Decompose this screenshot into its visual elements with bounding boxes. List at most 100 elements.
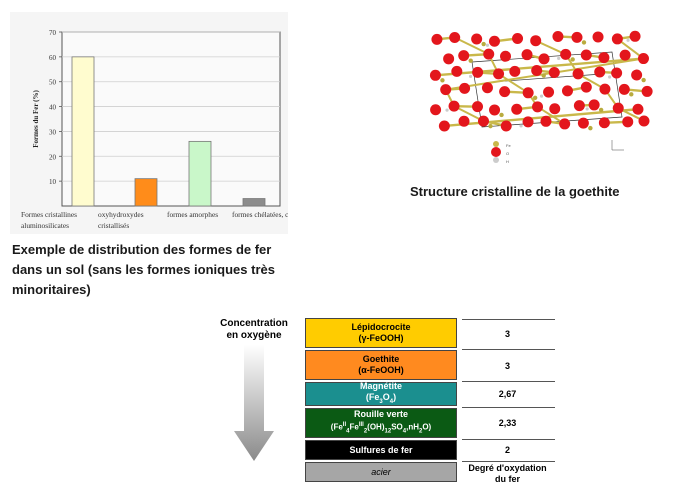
oxygen-atom bbox=[612, 102, 624, 114]
hydrogen-atom bbox=[519, 124, 523, 128]
bar bbox=[188, 140, 212, 207]
iron-atom bbox=[440, 78, 445, 83]
x-tick-label: aluminosilicates bbox=[21, 221, 69, 230]
oxygen-atom bbox=[598, 52, 610, 64]
degree-magnetite: 2,67 bbox=[498, 389, 517, 399]
iron-atom bbox=[499, 112, 504, 118]
row-sulfures-de-fer: Sulfures de fer bbox=[305, 440, 457, 460]
x-tick-label: formes chélatées, complexes orga. bbox=[232, 210, 288, 219]
oxygen-atom bbox=[559, 118, 571, 130]
oxygen-atom bbox=[552, 30, 564, 42]
row-lepidocrocite-formula: (γ-FeOOH) bbox=[358, 333, 404, 343]
row-rouille-verte-formula: (FeII4FeIII2(OH)12SO4,nH2O) bbox=[330, 421, 432, 435]
iron-atom bbox=[488, 123, 493, 129]
bond bbox=[453, 105, 484, 123]
oxygen-atom bbox=[472, 66, 484, 78]
oxygen-atom bbox=[443, 53, 455, 65]
oxygen-atom bbox=[611, 33, 623, 45]
oxygen-atom bbox=[488, 35, 500, 47]
oxygen-atom bbox=[577, 117, 589, 129]
legend-atom bbox=[491, 147, 501, 157]
oxygen-atom bbox=[472, 101, 484, 113]
oxygen-atom bbox=[641, 85, 653, 97]
degree-separator bbox=[462, 349, 555, 350]
hydrogen-atom bbox=[539, 94, 544, 98]
oxygen-atom bbox=[638, 115, 650, 127]
bar-chart-panel: 10 20 30 40 50 60 70 Formes du Fer (%) Formes cr… bbox=[10, 12, 288, 234]
oxygen-atom bbox=[493, 68, 505, 80]
degree-separator bbox=[462, 319, 555, 320]
row-acier-name: acier bbox=[371, 466, 391, 477]
oxygen-atom bbox=[543, 86, 555, 98]
row-lepidocrocite: Lépidocrocite (γ-FeOOH) bbox=[305, 318, 457, 348]
y-tick-label: 20 bbox=[49, 153, 57, 161]
oxygen-atom bbox=[619, 49, 631, 61]
row-goethite-formula: (α-FeOOH) bbox=[358, 365, 404, 375]
oxygen-atom bbox=[438, 120, 450, 132]
oxygen-atom bbox=[631, 69, 643, 81]
crystal-caption: Structure cristalline de la goethite bbox=[410, 184, 620, 199]
hydrogen-atom bbox=[626, 38, 630, 42]
oxygen-atom bbox=[572, 68, 584, 80]
oxygen-atom bbox=[632, 103, 644, 115]
degree-rouille-verte: 2,33 bbox=[498, 418, 517, 428]
oxygen-atom bbox=[509, 65, 521, 77]
iron-atom bbox=[541, 73, 546, 78]
iron-atom bbox=[629, 92, 634, 97]
oxygen-atom bbox=[580, 81, 592, 93]
iron-atom bbox=[581, 40, 587, 45]
iron-atom bbox=[588, 125, 593, 131]
row-sulfures-name: Sulfures de fer bbox=[349, 444, 413, 455]
oxygen-atom bbox=[530, 35, 542, 47]
degree-header-line-1: Degré d'oxydation bbox=[468, 463, 547, 473]
legend-label: Fe bbox=[506, 143, 511, 148]
y-tick-label: 50 bbox=[49, 79, 57, 87]
oxygen-atom bbox=[448, 100, 460, 112]
row-rouille-verte: Rouille verte (FeII4FeIII2(OH)12SO4,nH2O… bbox=[305, 408, 457, 438]
y-tick-label: 60 bbox=[49, 54, 57, 62]
legend-atom bbox=[493, 157, 499, 163]
oxygen-atom bbox=[512, 32, 524, 44]
oxygen-atom bbox=[622, 116, 634, 128]
y-tick-label: 70 bbox=[49, 29, 57, 37]
oxygen-label: Concentration en oxygène bbox=[212, 318, 296, 342]
degree-goethite: 3 bbox=[504, 361, 510, 371]
oxygen-atom bbox=[431, 33, 443, 45]
oxygen-atom bbox=[440, 84, 452, 96]
degree-separator bbox=[462, 407, 555, 408]
oxygen-atom bbox=[500, 50, 512, 62]
oxygen-atom bbox=[430, 104, 442, 116]
x-tick-label: oxyhydroxydes bbox=[98, 210, 144, 219]
hydrogen-atom bbox=[469, 74, 473, 79]
degree-header: Degré d'oxydation du fer bbox=[460, 463, 555, 485]
degree-separator bbox=[462, 461, 555, 462]
oxygen-atom bbox=[489, 104, 501, 116]
oxygen-atom bbox=[458, 50, 470, 62]
oxygen-atom bbox=[531, 65, 543, 77]
bar bbox=[71, 56, 95, 207]
oxygen-atom bbox=[477, 115, 489, 127]
hydrogen-atom bbox=[557, 56, 561, 60]
oxygen-atom bbox=[560, 48, 572, 60]
iron-atom bbox=[598, 107, 604, 113]
degree-lepidocrocite: 3 bbox=[504, 329, 510, 339]
y-tick-label: 40 bbox=[49, 104, 57, 112]
oxygen-atom bbox=[573, 100, 585, 112]
oxygen-atom bbox=[549, 103, 561, 115]
oxygen-atom bbox=[540, 115, 552, 127]
oxygen-atom bbox=[500, 120, 512, 132]
x-tick-label: cristallisés bbox=[98, 221, 129, 230]
iron-atom bbox=[641, 77, 646, 83]
oxygen-atom bbox=[594, 66, 606, 78]
oxygen-atom bbox=[532, 101, 544, 113]
oxygen-atom bbox=[451, 65, 463, 77]
oxygen-atom bbox=[429, 69, 441, 81]
oxygen-atom bbox=[598, 117, 610, 129]
degree-separator bbox=[462, 439, 555, 440]
oxygen-atom bbox=[571, 31, 583, 43]
row-rouille-verte-name: Rouille verte bbox=[353, 408, 409, 419]
oxygen-atom bbox=[588, 99, 600, 111]
oxygen-gradient-arrow bbox=[234, 345, 274, 461]
oxygen-atom bbox=[471, 33, 483, 45]
oxygen-atom bbox=[637, 53, 649, 65]
